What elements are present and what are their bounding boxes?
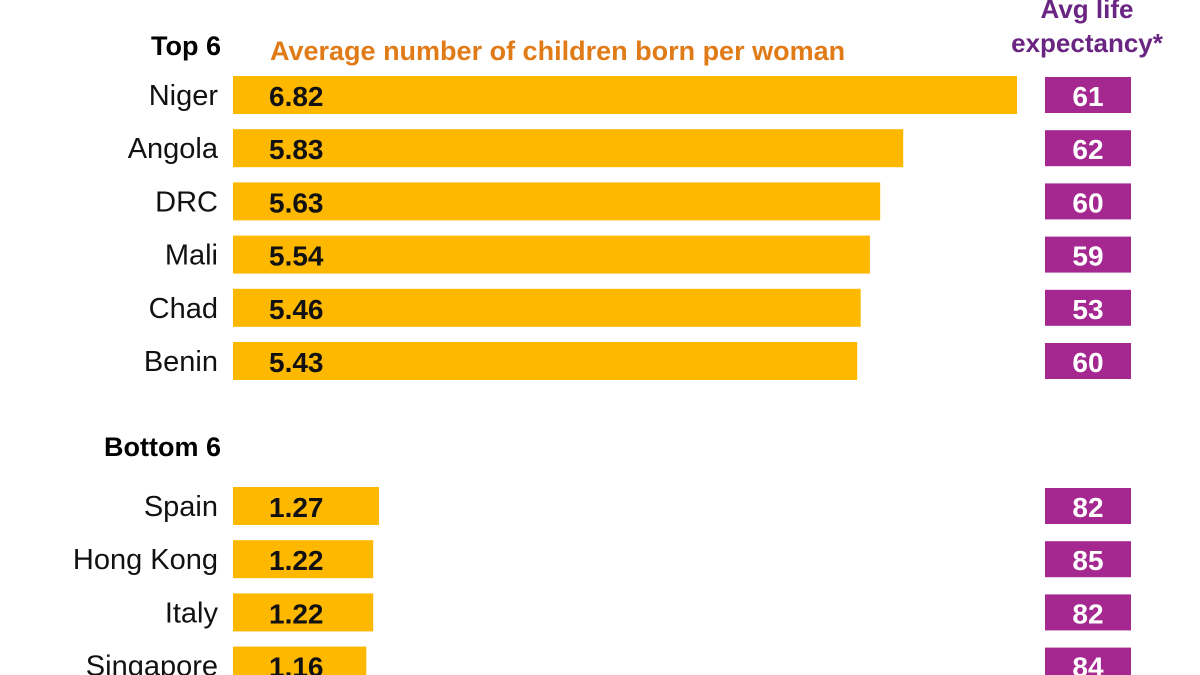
- bar-value-label: 5.43: [269, 347, 324, 378]
- life-expectancy-box: [1045, 488, 1131, 524]
- chart-title: Average number of children born per woma…: [270, 36, 845, 66]
- bar: [233, 129, 904, 168]
- category-label: Hong Kong: [73, 544, 218, 576]
- bar-value-label: 1.16: [269, 652, 324, 675]
- right-column-title-line-2: expectancy*: [1011, 28, 1164, 58]
- bar-value-label: 6.82: [269, 81, 324, 112]
- life-expectancy-box: [1045, 77, 1131, 113]
- right-column-title-line-1: Avg life: [1041, 0, 1134, 24]
- category-label: Singapore: [86, 651, 218, 675]
- life-expectancy-value: 82: [1072, 492, 1103, 523]
- category-label: Angola: [128, 133, 219, 165]
- group-label-top: Top 6: [151, 31, 221, 61]
- life-expectancy-value: 59: [1072, 241, 1103, 272]
- life-expectancy-box: [1045, 541, 1131, 578]
- life-expectancy-value: 85: [1072, 545, 1103, 576]
- category-label: Italy: [165, 597, 219, 629]
- life-expectancy-value: 60: [1072, 187, 1103, 218]
- life-expectancy-box: [1045, 289, 1131, 326]
- life-expectancy-value: 62: [1072, 134, 1103, 165]
- bar: [233, 342, 858, 380]
- bar-value-label: 5.63: [269, 187, 324, 218]
- life-expectancy-box: [1045, 130, 1131, 167]
- category-label: Spain: [144, 491, 218, 523]
- bar: [233, 235, 870, 274]
- bar-value-label: 1.22: [269, 598, 324, 629]
- life-expectancy-box: [1045, 594, 1131, 631]
- bar: [233, 487, 379, 525]
- life-expectancy-box: [1045, 343, 1131, 379]
- bar: [233, 540, 374, 579]
- life-expectancy-value: 84: [1072, 652, 1104, 675]
- bar-value-label: 5.46: [269, 294, 324, 325]
- bar-value-label: 5.83: [269, 134, 324, 165]
- life-expectancy-box: [1045, 647, 1131, 675]
- life-expectancy-value: 53: [1072, 294, 1103, 325]
- bar: [233, 76, 1017, 114]
- life-expectancy-value: 60: [1072, 347, 1103, 378]
- group-label-bottom: Bottom 6: [104, 432, 221, 462]
- life-expectancy-value: 82: [1072, 598, 1103, 629]
- bar: [233, 646, 367, 675]
- category-label: Mali: [165, 240, 218, 272]
- category-label: DRC: [155, 186, 218, 218]
- bar-value-label: 1.22: [269, 545, 324, 576]
- chart-rows: Niger 6.82 61 Angola 5.83 62 DRC 5.63 60 Mali 5.54…: [73, 76, 1131, 675]
- life-expectancy-box: [1045, 236, 1131, 273]
- bar: [233, 593, 374, 632]
- category-label: Benin: [144, 346, 218, 378]
- bar-value-label: 5.54: [269, 241, 324, 272]
- category-label: Chad: [149, 293, 218, 325]
- bar: [233, 288, 861, 327]
- category-label: Niger: [149, 80, 219, 112]
- bar-value-label: 1.27: [269, 492, 324, 523]
- bar: [233, 182, 881, 221]
- life-expectancy-box: [1045, 183, 1131, 220]
- life-expectancy-value: 61: [1072, 81, 1103, 112]
